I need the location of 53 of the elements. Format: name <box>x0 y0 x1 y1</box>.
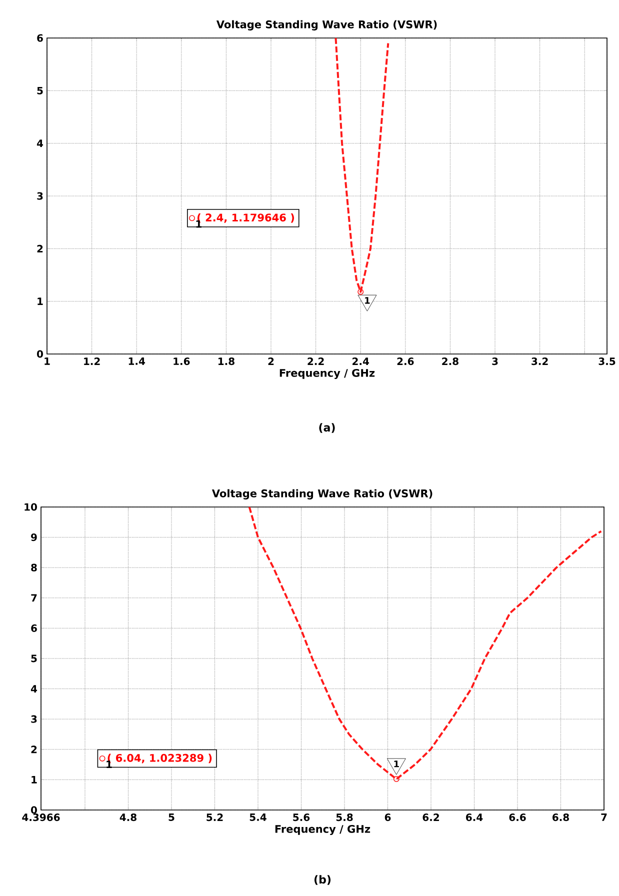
y-tick-label: 5 <box>37 86 43 94</box>
x-tick-label: 1.6 <box>174 358 190 366</box>
y-tick-label: 9 <box>31 534 37 542</box>
y-tick-label: 2 <box>37 244 43 252</box>
y-tick-label: 8 <box>31 564 37 572</box>
y-tick-label: 6 <box>31 624 37 632</box>
y-tick-label: 6 <box>37 34 43 42</box>
x-tick-label: 5.6 <box>293 814 310 822</box>
x-tick-label: 7 <box>601 814 607 821</box>
y-tick-label: 7 <box>31 594 37 602</box>
x-tick-label: 2.2 <box>308 358 324 365</box>
y-tick-label: 3 <box>31 715 37 723</box>
y-tick-label: 1 <box>32 776 37 784</box>
x-tick-label: 6 <box>384 814 391 822</box>
x-tick-label: 1 <box>44 358 50 365</box>
x-tick-label: 1.2 <box>84 358 100 365</box>
annotation: 1 <box>365 297 370 304</box>
chart-title: Voltage Standing Wave Ratio (VSWR) <box>212 489 432 500</box>
x-tick-label: 5.8 <box>336 814 353 822</box>
x-tick-label: 2.8 <box>442 358 458 366</box>
x-tick-label: 4.3966 <box>22 814 60 822</box>
x-tick-label: 5.4 <box>250 814 266 821</box>
x-tick-label: 2.4 <box>352 358 370 365</box>
x-tick-label: 6.2 <box>422 814 439 822</box>
text: (b) <box>314 875 331 885</box>
y-tick-label: 5 <box>31 654 37 662</box>
y-tick-label: 3 <box>37 192 43 200</box>
x-tick-label: 3.5 <box>598 358 616 366</box>
x-tick-label: 2.6 <box>397 358 414 366</box>
x-tick-label: 4.8 <box>120 814 136 822</box>
x-tick-label: 5 <box>168 814 174 821</box>
y-tick-label: 10 <box>24 503 37 511</box>
line-series <box>248 506 602 780</box>
y-tick-label: 0 <box>36 350 43 358</box>
x-tick-label: 3 <box>492 358 498 366</box>
y-tick-label: 2 <box>31 746 37 754</box>
x-tick-label: 6.8 <box>552 814 569 822</box>
x-tick-label: 2 <box>268 358 274 365</box>
x-axis-title: Frequency / GHz <box>275 824 370 836</box>
x-tick-label: 1.4 <box>128 358 146 365</box>
x-tick-label: 3.2 <box>532 358 548 366</box>
annotation: 1 <box>394 760 399 768</box>
x-tick-label: 1.8 <box>218 358 234 366</box>
text: (a) <box>319 423 335 433</box>
x-axis-title: Frequency / GHz <box>280 368 375 380</box>
x-tick-label: 6.4 <box>466 814 483 822</box>
y-tick-label: 4 <box>30 685 38 692</box>
y-tick-label: 4 <box>36 140 44 147</box>
y-tick-label: 1 <box>38 298 43 305</box>
chart-title: Voltage Standing Wave Ratio (VSWR) <box>216 20 437 30</box>
y-tick-label: 0 <box>30 806 37 814</box>
x-tick-label: 5.2 <box>206 814 223 822</box>
x-tick-label: 6.6 <box>509 814 526 822</box>
